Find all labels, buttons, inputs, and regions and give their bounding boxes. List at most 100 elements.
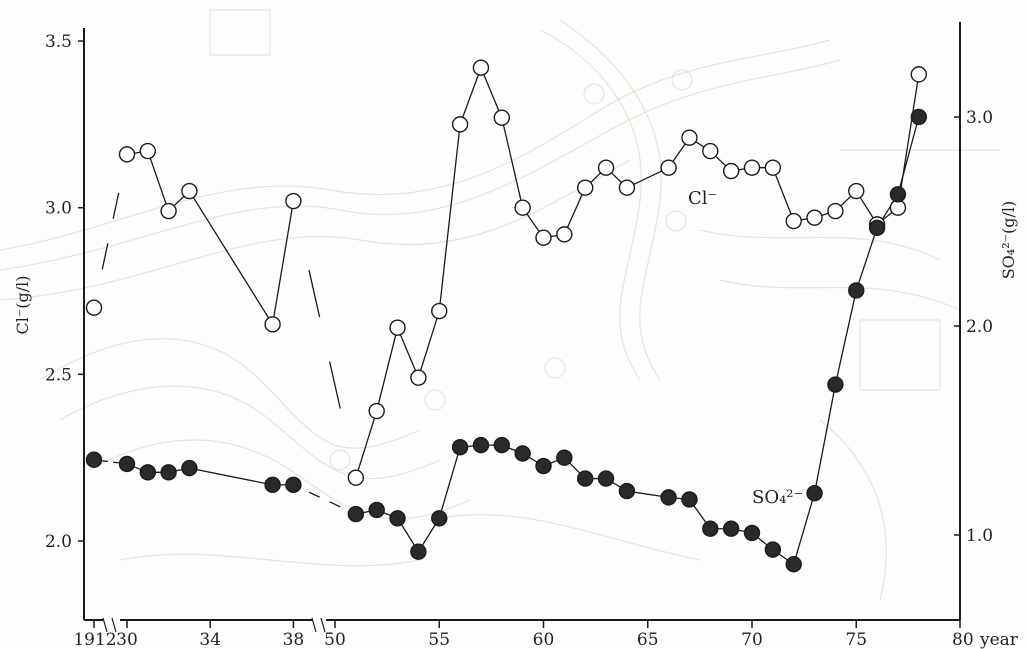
cl-data-point bbox=[743, 159, 761, 176]
so4-data-point bbox=[681, 491, 698, 508]
series-markers bbox=[85, 59, 927, 573]
cl-data-point bbox=[597, 159, 615, 176]
so4-data-point bbox=[160, 464, 177, 481]
axis-break-mark bbox=[102, 617, 108, 633]
cl-data-point bbox=[514, 199, 531, 216]
cl-data-point bbox=[160, 202, 177, 220]
series-line-segment bbox=[329, 501, 341, 508]
so4-data-point bbox=[118, 455, 136, 473]
so4-data-point bbox=[889, 186, 907, 203]
cl-data-point bbox=[848, 182, 865, 200]
series-line-segment bbox=[813, 384, 837, 494]
so4-data-point bbox=[827, 376, 844, 393]
cl-data-point bbox=[910, 66, 927, 83]
series-line-segment bbox=[438, 447, 461, 519]
x-tick-label: 50 bbox=[324, 630, 346, 649]
so4-data-point bbox=[139, 464, 157, 481]
so4-data-point bbox=[451, 439, 469, 456]
cl-data-point bbox=[285, 192, 302, 210]
series-line-segment bbox=[417, 310, 440, 378]
cl-data-point bbox=[264, 316, 281, 333]
cl-data-point bbox=[556, 226, 573, 243]
series-line-segment bbox=[772, 167, 795, 222]
series-line-segment bbox=[189, 467, 273, 486]
series-line-segment bbox=[328, 361, 341, 409]
left-axis-title: Cl⁻(g/l) bbox=[13, 275, 32, 334]
so4-data-point bbox=[389, 510, 406, 527]
so4-data-point bbox=[535, 457, 552, 475]
cl-data-point bbox=[764, 159, 782, 176]
series-line-segment bbox=[834, 290, 857, 385]
so4-data-point bbox=[472, 436, 490, 454]
x-tick-label: 55 bbox=[428, 630, 450, 649]
cl-annotation: Cl⁻ bbox=[688, 188, 717, 209]
so4-data-point bbox=[85, 451, 103, 468]
left-tick-label: 3.0 bbox=[45, 199, 72, 219]
right-tick-label: 3.0 bbox=[966, 108, 993, 128]
cl-data-point bbox=[493, 109, 510, 126]
so4-data-point bbox=[577, 470, 594, 487]
so4-data-point bbox=[410, 543, 427, 560]
axis-break-mark bbox=[111, 617, 117, 633]
so4-data-point bbox=[597, 470, 615, 487]
so4-data-point bbox=[702, 520, 719, 537]
series-line-segment bbox=[501, 117, 524, 208]
left-tick-label: 2.5 bbox=[45, 365, 72, 385]
so4-data-point bbox=[264, 476, 281, 494]
cl-data-point bbox=[347, 469, 365, 486]
x-tick-label: 75 bbox=[845, 630, 867, 649]
cl-data-point bbox=[535, 229, 552, 246]
axis-break-mark bbox=[311, 617, 317, 633]
series-line-segment bbox=[308, 270, 321, 318]
cl-data-point bbox=[722, 162, 740, 180]
x-tick-label: 70 bbox=[741, 630, 763, 649]
so4-data-point bbox=[556, 449, 573, 466]
series-line-segment bbox=[147, 150, 170, 212]
right-tick-label: 2.0 bbox=[966, 317, 993, 337]
cl-data-point bbox=[702, 142, 719, 160]
so4-data-point bbox=[285, 476, 302, 494]
cl-data-point bbox=[660, 159, 677, 176]
series-line-segment bbox=[459, 67, 482, 125]
cl-data-point bbox=[181, 182, 198, 200]
cl-data-point bbox=[472, 59, 490, 76]
series-line-segment bbox=[897, 74, 920, 208]
cl-data-point bbox=[368, 402, 385, 420]
cl-data-point bbox=[431, 302, 448, 320]
series-line-segment bbox=[308, 491, 320, 498]
so4-data-point bbox=[910, 108, 927, 126]
series-line-segment bbox=[563, 187, 586, 235]
so4-data-point bbox=[722, 520, 740, 537]
series-line-segment bbox=[101, 243, 109, 270]
right-tick-label: 1.0 bbox=[966, 526, 993, 546]
so4-data-point bbox=[743, 524, 761, 542]
series-line-segment bbox=[438, 124, 461, 312]
x-axis-title: year bbox=[979, 630, 1019, 649]
series-line-segment bbox=[112, 192, 120, 219]
cl-data-point bbox=[681, 129, 698, 146]
series-line-segment bbox=[793, 493, 816, 565]
x-tick-label: 34 bbox=[199, 630, 221, 649]
so4-data-point bbox=[181, 459, 198, 477]
chart-labels: 2.0 2.5 3.0 3.5 1.0 2.0 3.0 1912 30 34 38 50 55 60 65 7… bbox=[13, 32, 1019, 649]
axis-break-mark bbox=[320, 617, 326, 633]
so4-data-point bbox=[347, 505, 365, 523]
x-tick-label: 1912 bbox=[73, 630, 116, 649]
left-tick-label: 3.5 bbox=[45, 32, 72, 52]
so4-data-point bbox=[806, 485, 823, 502]
so4-data-point bbox=[493, 436, 510, 454]
series-line-segment bbox=[188, 190, 274, 325]
so4-data-point bbox=[764, 541, 782, 558]
cl-data-point bbox=[118, 146, 136, 163]
cl-data-point bbox=[618, 179, 636, 196]
so4-data-point bbox=[785, 556, 802, 573]
cl-data-point bbox=[139, 142, 157, 160]
so4-annotation: SO₄²⁻ bbox=[752, 487, 803, 508]
cl-data-point bbox=[410, 369, 427, 386]
so4-data-point bbox=[514, 445, 531, 462]
series-line-segment bbox=[480, 67, 503, 118]
cl-data-point bbox=[827, 202, 844, 220]
x-tick-label: 38 bbox=[283, 630, 305, 649]
